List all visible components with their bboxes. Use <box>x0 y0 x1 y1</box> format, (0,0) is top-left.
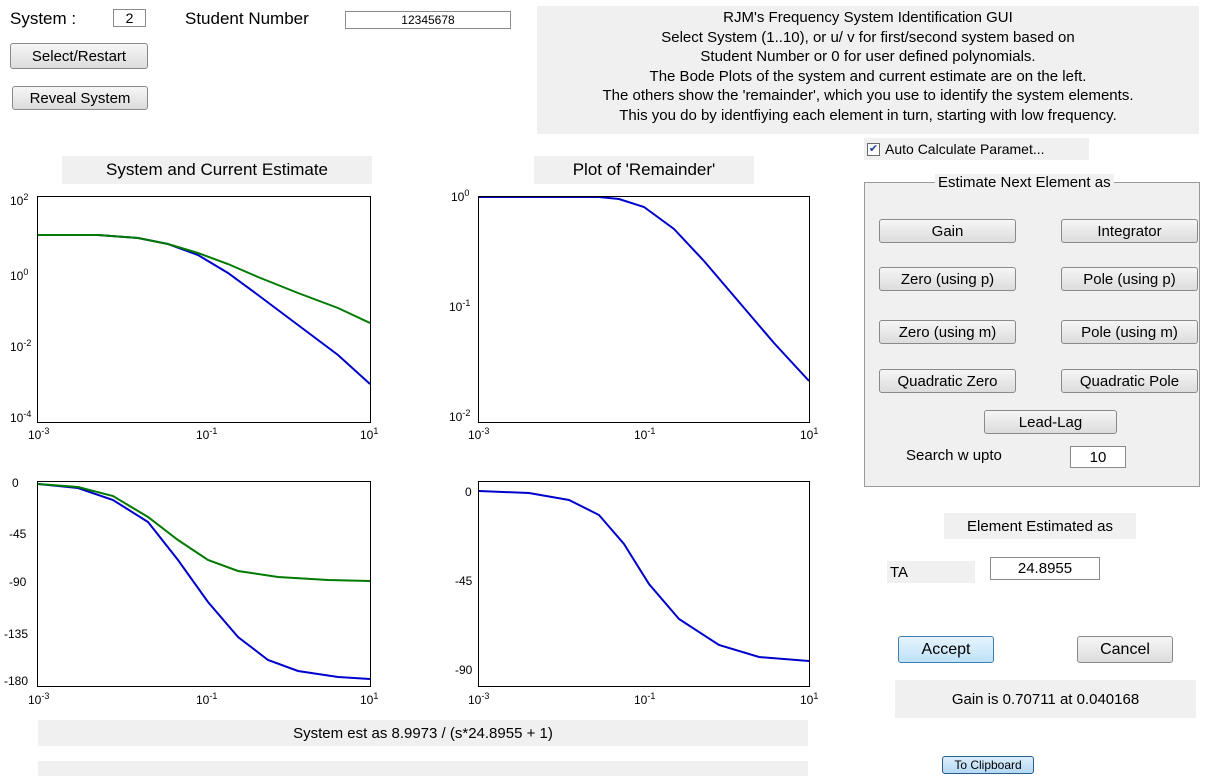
auto-calculate-label: Auto Calculate Paramet... <box>885 141 1045 157</box>
tick-mag-left-3: 10-4 <box>10 409 32 425</box>
magnitude-plot-right[interactable] <box>478 196 810 423</box>
phase-plot-right-svg <box>479 490 809 662</box>
tick-phase-right-0: 0 <box>465 485 472 499</box>
param-label: TA <box>887 561 975 583</box>
magnitude-plot-left[interactable] <box>37 196 371 423</box>
tick-phase-right-1: -45 <box>455 574 473 588</box>
tick-mag-left-1: 100 <box>10 267 29 283</box>
remainder-phase-curve <box>479 490 809 662</box>
phase-plot-left-svg <box>38 483 370 680</box>
system-phase-curve <box>38 483 370 680</box>
tick-x-phase-left-2: 101 <box>360 691 379 707</box>
search-w-label: Search w upto <box>906 447 1002 464</box>
zero-using-p-button[interactable]: Zero (using p) <box>879 267 1016 291</box>
tick-phase-right-2: -90 <box>455 663 473 677</box>
checkbox-check-icon[interactable]: ✔ <box>867 142 880 156</box>
to-clipboard-button[interactable]: To Clipboard <box>942 756 1034 774</box>
right-plot-title: Plot of 'Remainder' <box>534 156 754 184</box>
tick-x-mag-right-2: 101 <box>800 426 819 442</box>
system-magnitude-curve <box>38 234 370 385</box>
integrator-button[interactable]: Integrator <box>1061 219 1198 243</box>
estimate-text: System est as 8.9973 / (s*24.8955 + 1) <box>38 720 808 746</box>
tick-x-mag-right-0: 10-3 <box>468 426 490 442</box>
phase-plot-right[interactable] <box>478 481 810 687</box>
tick-phase-left-3: -135 <box>4 627 29 641</box>
info-line: RJM's Frequency System Identification GU… <box>723 9 1013 26</box>
student-number-label: Student Number <box>185 9 309 28</box>
tick-phase-left-0: 0 <box>12 476 19 490</box>
left-plot-title: System and Current Estimate <box>62 156 372 184</box>
magnitude-plot-left-svg <box>38 234 370 385</box>
info-line: The others show the 'remainder', which y… <box>602 87 1134 104</box>
tick-mag-right-2: 10-2 <box>449 408 471 424</box>
student-number-input[interactable] <box>345 11 511 29</box>
tick-x-mag-right-1: 10-1 <box>634 426 656 442</box>
tick-x-phase-right-1: 10-1 <box>634 691 656 707</box>
tick-phase-left-4: -180 <box>4 674 29 688</box>
system-input[interactable] <box>113 9 146 27</box>
pole-using-m-button[interactable]: Pole (using m) <box>1061 320 1198 344</box>
tick-mag-right-0: 100 <box>451 188 470 204</box>
zero-using-m-button[interactable]: Zero (using m) <box>879 320 1016 344</box>
remainder-magnitude-curve <box>479 197 809 382</box>
info-line: Student Number or 0 for user defined pol… <box>700 48 1036 65</box>
auto-calculate-checkbox[interactable]: ✔ Auto Calculate Paramet... <box>864 138 1089 160</box>
lead-lag-button[interactable]: Lead-Lag <box>984 410 1117 434</box>
param-value-input[interactable] <box>990 557 1100 580</box>
tick-mag-left-0: 102 <box>10 192 29 208</box>
tick-x-mag-left-1: 10-1 <box>196 426 218 442</box>
tick-phase-left-2: -90 <box>9 575 27 589</box>
select-restart-button[interactable]: Select/Restart <box>10 43 148 69</box>
pole-using-p-button[interactable]: Pole (using p) <box>1061 267 1198 291</box>
bottom-status-bar <box>38 761 808 776</box>
quadratic-zero-button[interactable]: Quadratic Zero <box>879 369 1016 393</box>
info-line: Select System (1..10), or u/ v for first… <box>661 28 1075 46</box>
quadratic-pole-button[interactable]: Quadratic Pole <box>1061 369 1198 393</box>
magnitude-plot-right-svg <box>479 197 809 382</box>
estimate-magnitude-curve <box>38 234 370 324</box>
tick-x-phase-left-1: 10-1 <box>196 691 218 707</box>
tick-mag-left-2: 10-2 <box>10 338 32 354</box>
element-estimated-title: Element Estimated as <box>944 513 1136 539</box>
info-box: RJM's Frequency System Identification GU… <box>537 6 1199 134</box>
tick-phase-left-1: -45 <box>9 527 27 541</box>
info-line: This you do by identfiying each element … <box>619 106 1117 124</box>
cancel-button[interactable]: Cancel <box>1077 636 1173 663</box>
estimate-panel-title: Estimate Next Element as <box>935 174 1114 191</box>
system-label: System : <box>10 9 77 28</box>
tick-x-phase-right-0: 10-3 <box>468 691 490 707</box>
gain-button[interactable]: Gain <box>879 219 1016 243</box>
reveal-system-button[interactable]: Reveal System <box>12 86 148 110</box>
info-line: The Bode Plots of the system and current… <box>649 67 1087 85</box>
tick-x-mag-left-0: 10-3 <box>28 426 50 442</box>
estimate-phase-curve <box>38 483 370 582</box>
tick-x-phase-right-2: 101 <box>800 691 819 707</box>
search-w-input[interactable] <box>1070 446 1126 468</box>
tick-x-mag-left-2: 101 <box>360 426 379 442</box>
accept-button[interactable]: Accept <box>898 636 994 663</box>
tick-mag-right-1: 10-1 <box>449 298 471 314</box>
phase-plot-left[interactable] <box>37 481 371 687</box>
tick-x-phase-left-0: 10-3 <box>28 691 50 707</box>
gain-info-text: Gain is 0.70711 at 0.040168 <box>895 680 1196 718</box>
